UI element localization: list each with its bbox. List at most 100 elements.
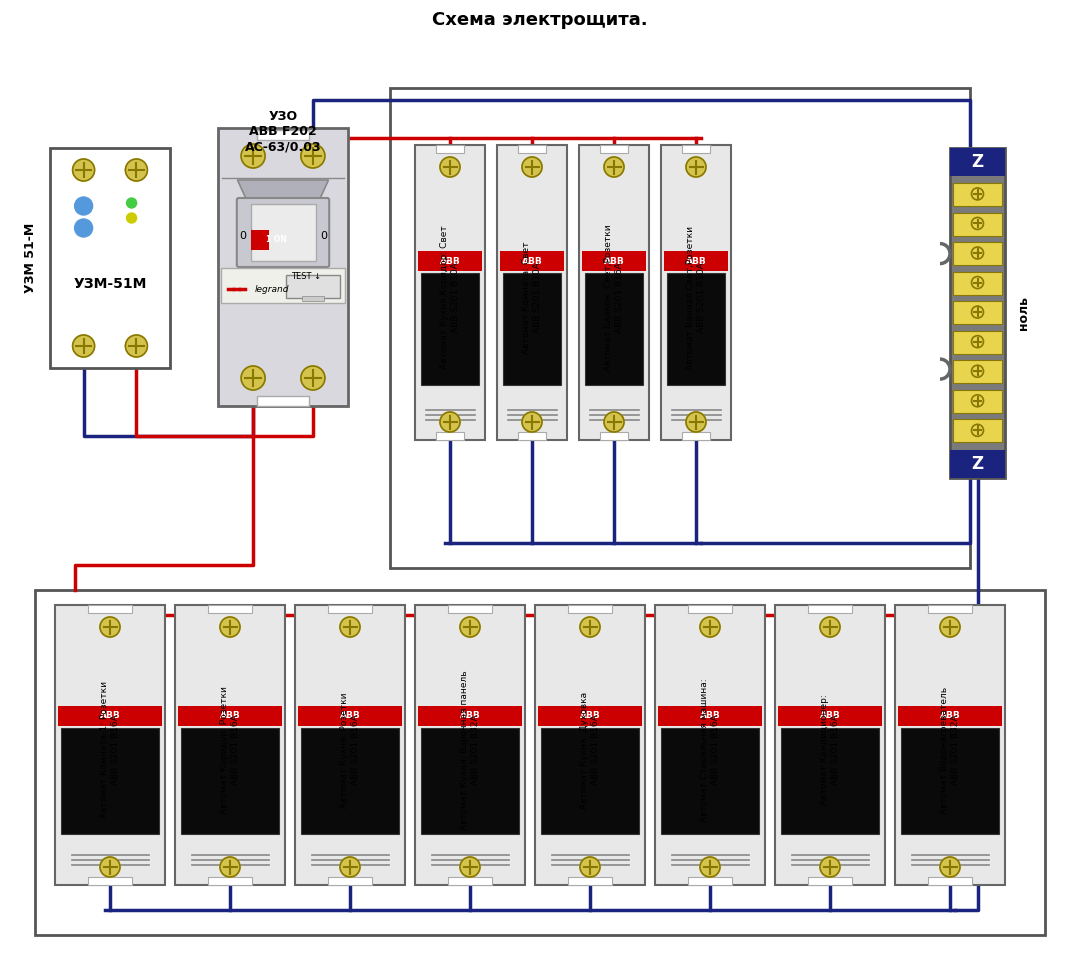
Bar (418, 706, 522, 726)
Text: 0: 0 (320, 231, 327, 240)
Bar (221, 268, 345, 303)
Circle shape (72, 159, 95, 181)
Bar (50, 148, 170, 368)
Bar (251, 204, 315, 261)
Bar (421, 273, 480, 385)
Circle shape (340, 857, 360, 877)
Bar (681, 145, 710, 153)
Circle shape (125, 159, 147, 181)
Bar (328, 605, 372, 613)
Bar (58, 706, 162, 726)
Bar (418, 251, 482, 271)
Bar (208, 605, 252, 613)
Circle shape (75, 197, 93, 215)
Circle shape (972, 188, 984, 200)
Text: ABB: ABB (219, 711, 241, 720)
FancyBboxPatch shape (654, 605, 765, 885)
Text: УЗМ 51-М: УЗМ 51-М (24, 223, 37, 293)
Text: Автомат Балкон: Свет,Розетки
АВВ S201 B16A: Автомат Балкон: Свет,Розетки АВВ S201 B1… (605, 224, 624, 371)
Circle shape (126, 213, 136, 223)
Text: Схема электрощита.: Схема электрощита. (432, 11, 648, 29)
Circle shape (220, 617, 240, 637)
FancyBboxPatch shape (775, 605, 885, 885)
Text: ABB: ABB (940, 711, 960, 720)
Bar (518, 432, 546, 440)
Text: ABB: ABB (460, 711, 481, 720)
Text: Автомат Комната: Свет
АВВ S201 B10A: Автомат Комната: Свет АВВ S201 B10A (523, 241, 542, 354)
Bar (541, 728, 639, 834)
Circle shape (700, 857, 720, 877)
Text: УЗМ-51М: УЗМ-51М (73, 278, 147, 291)
Bar (953, 390, 1002, 413)
Circle shape (972, 424, 984, 436)
Circle shape (686, 157, 706, 177)
Bar (448, 605, 492, 613)
Circle shape (580, 617, 600, 637)
Text: 0: 0 (239, 231, 246, 240)
Circle shape (820, 857, 840, 877)
Bar (301, 728, 399, 834)
Text: ноль: ноль (1016, 296, 1029, 330)
Circle shape (440, 412, 460, 432)
Bar (257, 130, 309, 140)
Text: Автомат Кухня,Коридор: Свет
АВВ S201 B10A: Автомат Кухня,Коридор: Свет АВВ S201 B10… (441, 226, 460, 370)
Bar (950, 148, 1005, 478)
Circle shape (340, 617, 360, 637)
Circle shape (72, 335, 95, 357)
Bar (302, 296, 324, 301)
Text: ABB: ABB (440, 257, 460, 265)
Circle shape (522, 157, 542, 177)
Text: ABB: ABB (580, 711, 600, 720)
Text: ABB: ABB (604, 257, 624, 265)
Bar (518, 145, 546, 153)
Bar (181, 728, 279, 834)
Circle shape (126, 198, 136, 208)
Bar (500, 251, 564, 271)
Text: ABB: ABB (339, 711, 361, 720)
FancyBboxPatch shape (415, 605, 525, 885)
Bar (778, 706, 882, 726)
Bar (568, 877, 612, 885)
Circle shape (940, 857, 960, 877)
Bar (585, 273, 643, 385)
Circle shape (972, 365, 984, 377)
Circle shape (940, 617, 960, 637)
Circle shape (580, 857, 600, 877)
Bar (897, 706, 1002, 726)
Bar (503, 273, 561, 385)
Circle shape (100, 617, 120, 637)
FancyBboxPatch shape (175, 605, 285, 885)
Circle shape (972, 277, 984, 288)
FancyBboxPatch shape (579, 145, 649, 440)
Bar (600, 432, 627, 440)
Bar (950, 148, 1005, 176)
Circle shape (972, 307, 984, 318)
FancyBboxPatch shape (55, 605, 165, 885)
Bar (953, 331, 1002, 354)
Bar (953, 420, 1002, 443)
Text: 1 ON: 1 ON (266, 235, 287, 244)
Bar (421, 728, 519, 834)
Circle shape (75, 219, 93, 237)
Text: Автомат Кухня: Духовка
АВВ S201 B16A: Автомат Кухня: Духовка АВВ S201 B16A (580, 692, 599, 809)
Circle shape (604, 157, 624, 177)
Bar (661, 728, 759, 834)
Bar (664, 251, 728, 271)
Text: УЗО
АВВ F202
АС-63/0.03: УЗО АВВ F202 АС-63/0.03 (245, 110, 322, 153)
Bar (436, 145, 464, 153)
Bar (436, 432, 464, 440)
FancyBboxPatch shape (415, 145, 485, 440)
FancyBboxPatch shape (895, 605, 1005, 885)
Text: legrand: legrand (255, 285, 289, 293)
Text: TEST ↓: TEST ↓ (292, 271, 321, 281)
Bar (298, 706, 402, 726)
Bar (178, 706, 282, 726)
Bar (953, 242, 1002, 265)
Circle shape (460, 617, 480, 637)
Bar (928, 877, 972, 885)
Polygon shape (238, 180, 328, 200)
Text: Автомат Кондиционер:
АВВ S201 B16A: Автомат Кондиционер: АВВ S201 B16A (821, 695, 840, 806)
Bar (658, 706, 762, 726)
Bar (681, 432, 710, 440)
Bar (901, 728, 999, 834)
